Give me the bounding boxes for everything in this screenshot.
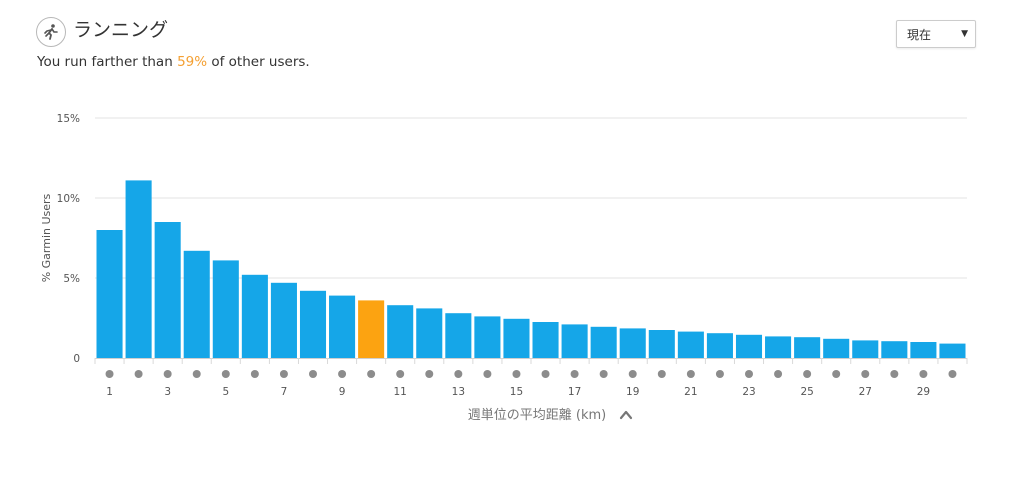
summary-percent: 59%	[177, 54, 208, 70]
bar	[735, 334, 763, 358]
x-tick-label: 1	[106, 386, 113, 398]
bar	[329, 295, 356, 358]
x-tick-label: 15	[510, 386, 523, 398]
bar	[706, 333, 733, 358]
x-axis-dot	[890, 370, 899, 378]
x-axis-dot	[192, 370, 201, 378]
x-axis-dot	[338, 370, 347, 378]
bar	[358, 300, 385, 358]
x-axis-dot	[745, 370, 753, 378]
x-axis-dot	[309, 370, 317, 378]
x-tick-label: 7	[281, 386, 288, 398]
x-axis-dot	[134, 370, 143, 378]
bar	[619, 328, 646, 358]
summary-text: You run farther than 59% of other users.	[37, 53, 310, 71]
x-tick-label: 13	[452, 386, 465, 398]
bar	[183, 250, 210, 358]
x-axis-dot	[570, 370, 579, 378]
x-tick-label: 25	[800, 386, 813, 398]
y-tick-label: 0	[73, 353, 80, 365]
x-tick-label: 17	[568, 386, 581, 398]
chevron-up-icon	[619, 410, 633, 420]
bar	[387, 305, 414, 358]
bar	[445, 313, 472, 358]
bar	[299, 290, 327, 358]
bar	[474, 316, 501, 358]
period-select-value: 現在	[907, 27, 932, 42]
x-tick-label: 23	[742, 386, 755, 398]
x-axis-dot	[628, 370, 637, 378]
bar	[96, 230, 123, 358]
x-axis-dot	[105, 370, 114, 378]
x-axis-dot	[686, 370, 695, 378]
bar	[125, 180, 152, 358]
x-axis-dot	[279, 370, 288, 378]
x-axis-dot	[541, 370, 550, 378]
x-tick-label: 5	[222, 386, 229, 398]
summary-prefix: You run farther than	[37, 54, 178, 70]
x-axis-dot	[250, 370, 259, 378]
x-axis-dot	[832, 370, 841, 378]
bar	[852, 340, 879, 358]
x-axis-dot	[948, 370, 957, 378]
x-axis-dot	[425, 370, 434, 378]
x-axis-dot	[163, 370, 172, 378]
x-tick-label: 21	[684, 386, 697, 398]
x-tick-label: 27	[859, 386, 872, 398]
bar	[939, 343, 966, 358]
x-axis-dot	[483, 370, 492, 378]
bar	[561, 324, 588, 358]
x-axis-dot	[454, 370, 463, 378]
summary-suffix: of other users.	[207, 54, 310, 70]
bar	[270, 282, 297, 358]
bar	[416, 308, 443, 358]
bar	[532, 322, 559, 358]
page-title: ランニング	[73, 19, 169, 41]
x-tick-label: 3	[164, 386, 171, 398]
x-tick-label: 9	[339, 386, 346, 398]
x-axis-dot	[512, 370, 521, 378]
dropdown-arrow-icon: ▼	[961, 29, 968, 39]
y-tick-label: 15%	[57, 113, 80, 125]
x-axis-dot	[599, 370, 608, 378]
x-axis-dot	[657, 370, 666, 378]
x-tick-label: 19	[626, 386, 639, 398]
x-axis-dot	[715, 370, 724, 378]
x-axis-dot	[367, 370, 376, 378]
x-tick-label: 29	[917, 386, 930, 398]
y-tick-label: 10%	[57, 193, 80, 205]
bar	[154, 222, 181, 358]
bar	[881, 341, 908, 358]
bar	[590, 326, 617, 358]
x-tick-label: 11	[394, 386, 407, 398]
bar	[503, 318, 530, 358]
y-axis-label: % Garmin Users	[40, 193, 53, 282]
bar	[677, 331, 704, 358]
x-axis-dot	[861, 370, 870, 378]
bar	[765, 336, 792, 358]
y-tick-label: 5%	[63, 273, 80, 285]
x-axis-dot	[774, 370, 783, 378]
x-axis-label: 週単位の平均距離 (km)	[468, 407, 606, 423]
bar	[794, 337, 821, 358]
period-select[interactable]: 現在 ▼	[896, 20, 976, 48]
bar	[212, 260, 239, 358]
x-axis-dot	[803, 370, 812, 378]
bar	[241, 274, 268, 358]
running-person-icon	[36, 17, 66, 47]
bar	[910, 342, 937, 358]
x-axis-dot	[396, 370, 405, 378]
bar	[823, 338, 850, 358]
x-axis-dot	[919, 370, 928, 378]
bar	[648, 330, 675, 358]
x-axis-dot	[221, 370, 230, 378]
